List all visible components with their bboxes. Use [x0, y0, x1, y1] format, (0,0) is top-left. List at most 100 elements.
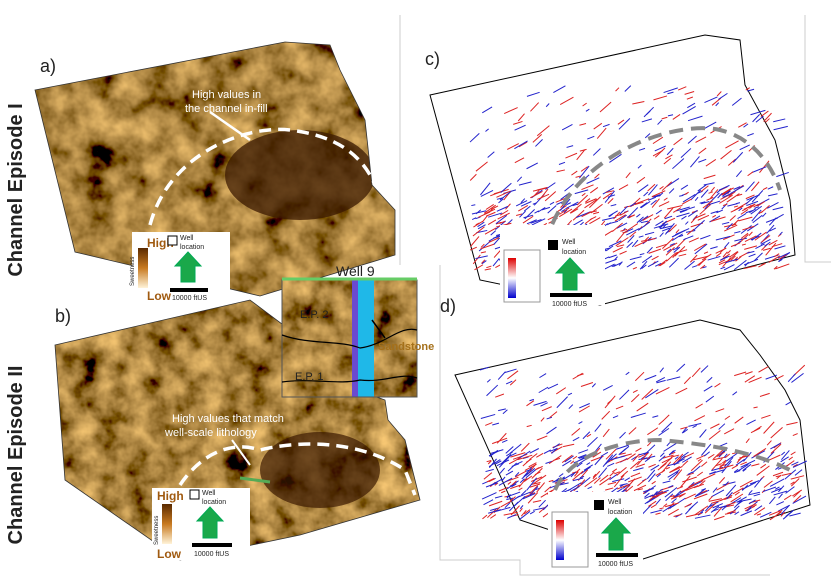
amplitude-stroke [771, 243, 783, 248]
amplitude-stroke [724, 511, 736, 515]
amplitude-stroke [742, 225, 755, 231]
amplitude-stroke [480, 243, 495, 250]
amplitude-stroke [763, 421, 775, 434]
amplitude-stroke [648, 184, 658, 196]
amplitude-stroke [617, 484, 629, 490]
amplitude-stroke [470, 236, 480, 247]
amplitude-stroke [495, 393, 505, 398]
amplitude-stroke [751, 190, 764, 203]
amplitude-stroke [571, 170, 578, 176]
amplitude-stroke [529, 486, 539, 496]
amplitude-stroke [488, 509, 501, 514]
amplitude-stroke [596, 127, 607, 139]
amplitude-stroke [608, 213, 614, 218]
amplitude-stroke [703, 182, 715, 186]
amplitude-stroke [739, 234, 749, 243]
amplitude-stroke [698, 158, 707, 163]
amplitude-stroke [735, 256, 742, 262]
amplitude-stroke [524, 208, 535, 220]
amplitude-stroke [648, 196, 656, 201]
amplitude-stroke [658, 259, 668, 267]
amplitude-stroke [771, 487, 782, 493]
amplitude-stroke [602, 384, 613, 391]
amplitude-stroke [684, 90, 695, 95]
amplitude-stroke [726, 501, 736, 506]
inset-title: Well 9 [336, 263, 375, 279]
amplitude-stroke [681, 427, 687, 434]
amplitude-stroke [674, 249, 688, 255]
amplitude-stroke [780, 511, 786, 517]
amplitude-stroke [617, 119, 625, 125]
inset: Well 9 E.P. 2 E.P. 1 Sandstone [281, 263, 434, 398]
amplitude-stroke [487, 219, 497, 226]
amplitude-stroke [624, 85, 632, 92]
amplitude-stroke [522, 492, 536, 500]
amplitude-stroke [579, 475, 585, 479]
amplitude-stroke [770, 443, 782, 454]
amplitude-stroke [572, 436, 580, 442]
amplitude-stroke [566, 145, 574, 148]
amplitude-stroke [532, 500, 542, 503]
amplitude-stroke [651, 190, 666, 198]
amplitude-stroke [636, 213, 641, 218]
amplitude-stroke [781, 472, 792, 476]
amplitude-stroke [672, 453, 684, 465]
amplitude-stroke [721, 221, 730, 225]
amplitude-stroke [728, 191, 736, 197]
amplitude-stroke [749, 480, 760, 485]
amplitude-stroke [686, 472, 694, 476]
amplitude-stroke [612, 246, 623, 253]
amplitude-stroke [536, 186, 548, 191]
amplitude-stroke [658, 455, 666, 462]
amplitude-stroke [643, 191, 649, 197]
amplitude-stroke [754, 206, 760, 209]
panel-label: b) [55, 306, 71, 326]
amplitude-stroke [644, 457, 651, 463]
amplitude-stroke [711, 489, 725, 498]
amplitude-stroke [655, 469, 666, 477]
amplitude-stroke [661, 181, 673, 192]
amplitude-stroke [685, 221, 689, 225]
annotation: High values that match [172, 413, 284, 425]
amplitude-stroke [731, 97, 742, 106]
amplitude-stroke [743, 258, 759, 266]
amplitude-stroke [661, 421, 673, 433]
amplitude-stroke [711, 466, 724, 472]
amplitude-stroke [641, 264, 647, 270]
row-label: Channel Episode II [5, 366, 27, 545]
amplitude-stroke [564, 183, 574, 192]
amplitude-stroke [690, 216, 698, 224]
amplitude-stroke [509, 496, 516, 502]
amplitude-stroke [740, 459, 756, 468]
amplitude-stroke [608, 210, 618, 217]
amplitude-stroke [593, 211, 600, 215]
amplitude-stroke [646, 469, 656, 480]
amplitude-stroke [672, 497, 686, 508]
amplitude-stroke [682, 460, 689, 467]
amplitude-stroke [678, 253, 687, 257]
amplitude-stroke [676, 238, 687, 249]
amplitude-stroke [650, 504, 657, 509]
amplitude-stroke [694, 243, 708, 255]
amplitude-stroke [641, 118, 653, 123]
amplitude-stroke [760, 235, 771, 243]
amplitude-stroke [630, 412, 646, 418]
amplitude-stroke [548, 479, 554, 483]
amplitude-stroke [775, 263, 790, 270]
amplitude-stroke [733, 186, 741, 190]
amplitude-stroke [755, 115, 764, 123]
amplitude-stroke [719, 256, 729, 261]
amplitude-stroke [650, 464, 660, 471]
amplitude-stroke [692, 255, 709, 261]
amplitude-stroke [778, 258, 783, 262]
amplitude-stroke [761, 414, 771, 419]
amplitude-stroke [741, 243, 746, 246]
amplitude-stroke [518, 487, 523, 491]
amplitude-stroke [709, 471, 716, 475]
amplitude-stroke [519, 478, 525, 484]
amplitude-stroke [536, 435, 548, 441]
amplitude-stroke [743, 451, 752, 462]
amplitude-stroke [616, 466, 627, 476]
amplitude-stroke [499, 209, 509, 216]
amplitude-stroke [672, 114, 681, 120]
